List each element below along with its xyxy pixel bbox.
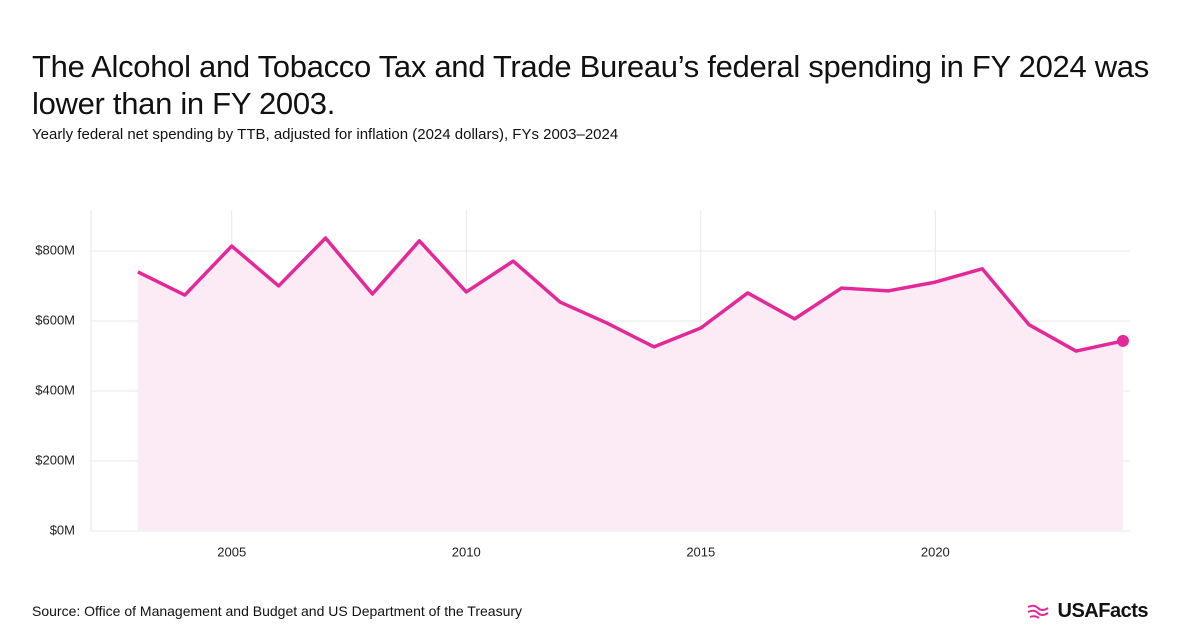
y-tick-label: $400M — [35, 382, 75, 397]
source-note: Source: Office of Management and Budget … — [32, 603, 523, 619]
area — [137, 238, 1123, 531]
x-tick-label: 2010 — [452, 544, 481, 559]
end-point — [1116, 334, 1129, 347]
logo: USAFacts — [1057, 600, 1149, 622]
y-tick-label: $0M — [50, 522, 75, 537]
x-tick-label: 2020 — [921, 544, 950, 559]
chart-subtitle: Yearly federal net spending by TTB, adju… — [32, 126, 619, 143]
logo-icon — [1027, 604, 1049, 619]
x-tick-label: 2015 — [686, 544, 715, 559]
chart-title: The Alcohol and Tobacco Tax and Trade Bu… — [32, 49, 1149, 121]
y-tick-label: $800M — [35, 242, 75, 257]
x-tick-label: 2005 — [217, 544, 246, 559]
line — [137, 236, 1124, 353]
y-tick-label: $600M — [35, 312, 75, 327]
y-tick-label: $200M — [35, 452, 75, 467]
